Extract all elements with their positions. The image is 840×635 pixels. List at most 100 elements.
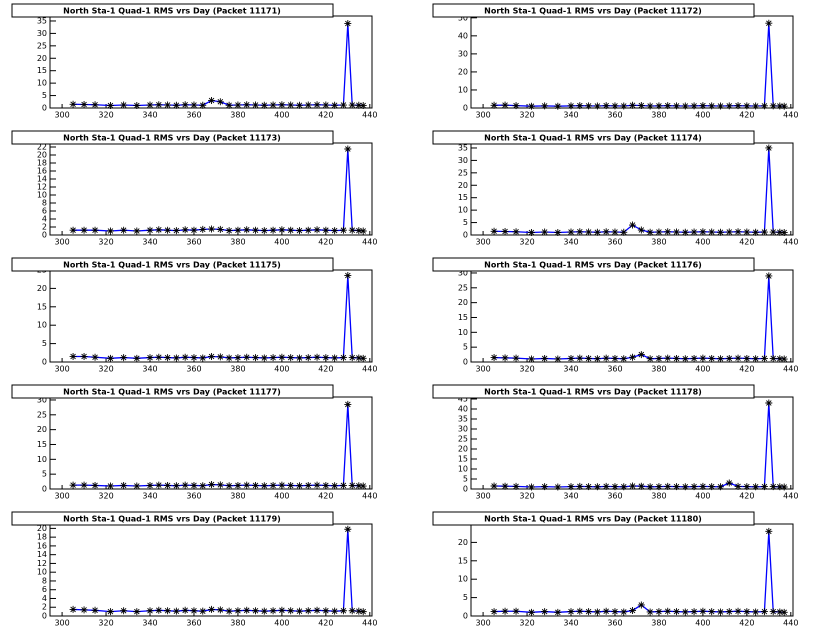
chart-title: North Sta-1 Quad-1 RMS vrs Day (Packet 1… [63,134,281,143]
star-marker [199,607,207,615]
y-tick-label: 4 [42,215,47,224]
star-marker [664,482,672,490]
star-marker [331,354,339,362]
chart-panel: 0510152025300320340360380400420440North … [11,257,377,374]
x-tick-label: 380 [230,619,245,628]
star-marker [760,608,768,616]
star-marker [776,228,784,236]
y-tick-label: 0 [42,231,47,240]
star-marker [576,228,584,236]
x-tick-label: 440 [783,619,798,628]
star-marker [527,102,535,110]
x-tick-label: 380 [651,238,666,247]
star-marker [225,354,233,362]
star-marker [752,228,760,236]
y-tick-label: 5 [463,218,468,227]
y-tick-label: 0 [463,485,468,494]
star-marker [690,483,698,491]
title-box [11,3,334,18]
star-marker [120,226,128,234]
star-marker [344,400,352,408]
plot-frame [470,15,794,109]
star-marker [501,482,509,490]
star-marker [585,354,593,362]
series-line [73,404,364,487]
star-marker [208,352,216,360]
star-marker [199,482,207,490]
star-marker [655,608,663,616]
star-marker [576,354,584,362]
title-box [11,257,334,272]
star-marker [269,101,277,109]
star-marker [295,607,303,615]
star-marker [527,483,535,491]
y-tick-label: 22 [37,143,47,152]
x-tick-label: 420 [318,492,333,501]
star-marker [287,481,295,489]
star-marker [585,102,593,110]
star-marker [355,101,363,109]
star-marker [313,481,321,489]
y-tick-label: 15 [458,193,468,202]
y-tick-label: 25 [37,410,47,419]
star-marker [585,228,593,236]
star-marker [611,102,619,110]
star-marker [708,483,716,491]
star-marker [278,353,286,361]
series-line [494,402,785,488]
star-marker [743,102,751,110]
x-tick-label: 320 [98,365,113,374]
x-tick-label: 420 [318,238,333,247]
star-marker [602,607,610,615]
star-marker [181,353,189,361]
star-marker [172,354,180,362]
star-marker [769,354,777,362]
star-marker [234,481,242,489]
star-marker [133,102,141,110]
star-marker [769,608,777,616]
star-marker [593,102,601,110]
y-tick-label: 10 [37,455,47,464]
star-marker [620,228,628,236]
y-tick-label: 40 [458,405,468,414]
x-tick-label: 400 [695,111,710,120]
star-marker [164,354,172,362]
star-marker [780,608,788,616]
x-tick-label: 420 [739,238,754,247]
star-marker [260,101,268,109]
star-marker [80,606,88,614]
star-marker [681,483,689,491]
star-marker [655,483,663,491]
x-tick-label: 420 [318,619,333,628]
star-marker [512,482,520,490]
star-marker [69,100,77,108]
star-marker [252,607,260,615]
star-marker [760,483,768,491]
y-tick-label: 10 [37,321,47,330]
y-tick-label: 20 [37,284,47,293]
series-line [494,531,785,613]
star-marker [278,481,286,489]
y-tick-label: 15 [37,440,47,449]
star-marker [567,228,575,236]
plot-frame [49,523,373,617]
y-tick-label: 10 [458,575,468,584]
x-tick-label: 360 [186,492,201,501]
star-marker [664,354,672,362]
star-marker [541,102,549,110]
star-marker [699,228,707,236]
y-tick-label: 5 [463,593,468,602]
star-marker [190,481,198,489]
star-marker [673,354,681,362]
star-marker [208,225,216,233]
star-marker [776,102,784,110]
star-marker [690,228,698,236]
x-tick-label: 380 [230,238,245,247]
star-marker [155,606,163,614]
y-tick-label: 25 [458,435,468,444]
x-tick-label: 400 [695,238,710,247]
star-marker [234,607,242,615]
star-marker [725,102,733,110]
x-tick-label: 440 [783,111,798,120]
star-marker [359,227,367,235]
